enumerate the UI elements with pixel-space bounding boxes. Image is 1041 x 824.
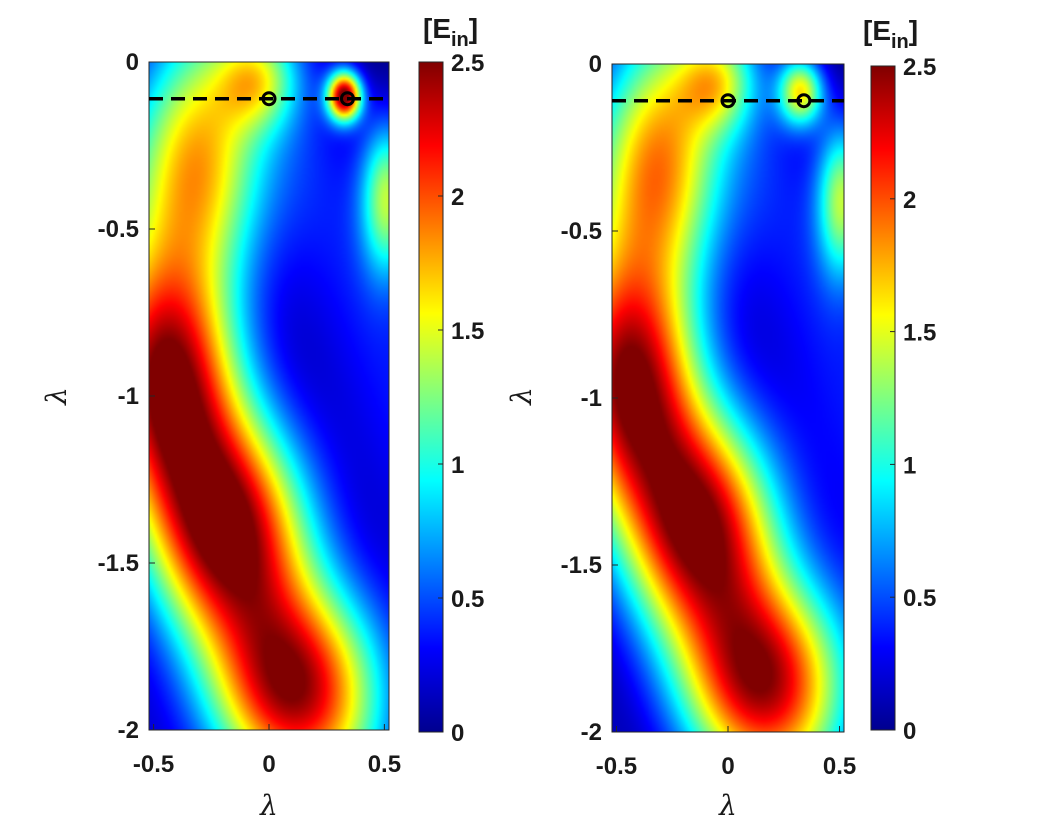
y-axis-label-left: λ (40, 387, 73, 406)
colorbar-tick-label: 0.5 (903, 585, 936, 612)
colorbar-tick-labels-right: 0 0.5 1 1.5 2 2.5 (890, 54, 936, 745)
colorbar-title-sub-left: in (451, 29, 469, 51)
y-tick-labels-left: 0 -0.5 -1 -1.5 -2 (98, 49, 155, 744)
colorbar-tick-label: 2 (451, 184, 464, 211)
colorbar-title-end-right: ] (909, 15, 918, 46)
colorbar-tick-label: 1.5 (903, 320, 936, 347)
marker-point-0 (720, 93, 736, 109)
colorbar-tick-label: 0 (451, 720, 464, 747)
x-tick-label: 0 (721, 753, 734, 780)
x-tick-label: 0.5 (823, 753, 856, 780)
marker-point-1 (339, 91, 355, 107)
colorbar-title-end-left: ] (469, 13, 478, 44)
overlay-right (612, 93, 844, 109)
x-axis-label-left: λ (259, 789, 278, 822)
heatmap-panel-left: 0-0.5-1-1.5-2 -0.5 0 0.5 λ λ 00.511.522.5 … (40, 13, 484, 822)
colorbar-title-main-left: [E (423, 13, 451, 44)
y-tick-labels-right: 0 -0.5 -1 -1.5 -2 (561, 51, 618, 746)
colorbar-tick-label: 1 (903, 452, 916, 479)
colorbar-tick-label: 2 (903, 187, 916, 214)
x-tick-labels-left: -0.5 0 0.5 (133, 724, 401, 778)
colorbar-tick-label: 2.5 (451, 50, 484, 77)
y-tick-label: 0 (589, 51, 602, 78)
y-tick-label: -0.5 (98, 216, 139, 243)
colorbar-title-sub-right: in (891, 31, 909, 53)
colorbar-tick-label: 1 (451, 452, 464, 479)
y-tick-label: -1 (581, 385, 602, 412)
colorbar-tick-label: 2.5 (903, 54, 936, 81)
x-tick-label: -0.5 (596, 753, 637, 780)
marker-point-1 (796, 93, 812, 109)
y-tick-label: 0 (126, 49, 139, 76)
colorbar-title-main-right: [E (863, 15, 891, 46)
x-tick-label: 0.5 (368, 751, 401, 778)
x-tick-label: -0.5 (133, 751, 174, 778)
overlay-left (149, 91, 389, 107)
marker-point-0 (261, 91, 277, 107)
x-tick-label: 0 (262, 751, 275, 778)
colorbar-title-right: [Ein] (863, 15, 918, 53)
x-tick-labels-right: -0.5 0 0.5 (596, 726, 856, 780)
colorbar-tick-label: 0.5 (451, 586, 484, 613)
heatmap-image-right (612, 64, 844, 732)
y-tick-label: -1.5 (561, 552, 602, 579)
colorbar-tick-label: 1.5 (451, 318, 484, 345)
colorbar-tick-label: 0 (903, 718, 916, 745)
colorbar-left (418, 61, 444, 733)
heatmap-panel-right: 0-0.5-1-1.5-2 -0.5 0 0.5 λ λ 00.511.522.5 … (505, 15, 936, 822)
heatmap-image-left (149, 62, 389, 730)
y-tick-label: -1.5 (98, 550, 139, 577)
colorbar-tick-labels-left: 0 0.5 1 1.5 2 2.5 (438, 50, 484, 747)
y-tick-label: -1 (118, 383, 139, 410)
y-tick-label: -2 (118, 717, 139, 744)
y-tick-label: -0.5 (561, 218, 602, 245)
y-tick-label: -2 (581, 719, 602, 746)
x-axis-label-right: λ (718, 789, 737, 822)
colorbar-title-left: [Ein] (423, 13, 478, 51)
colorbar-right (870, 65, 896, 731)
y-axis-label-right: λ (505, 387, 538, 406)
